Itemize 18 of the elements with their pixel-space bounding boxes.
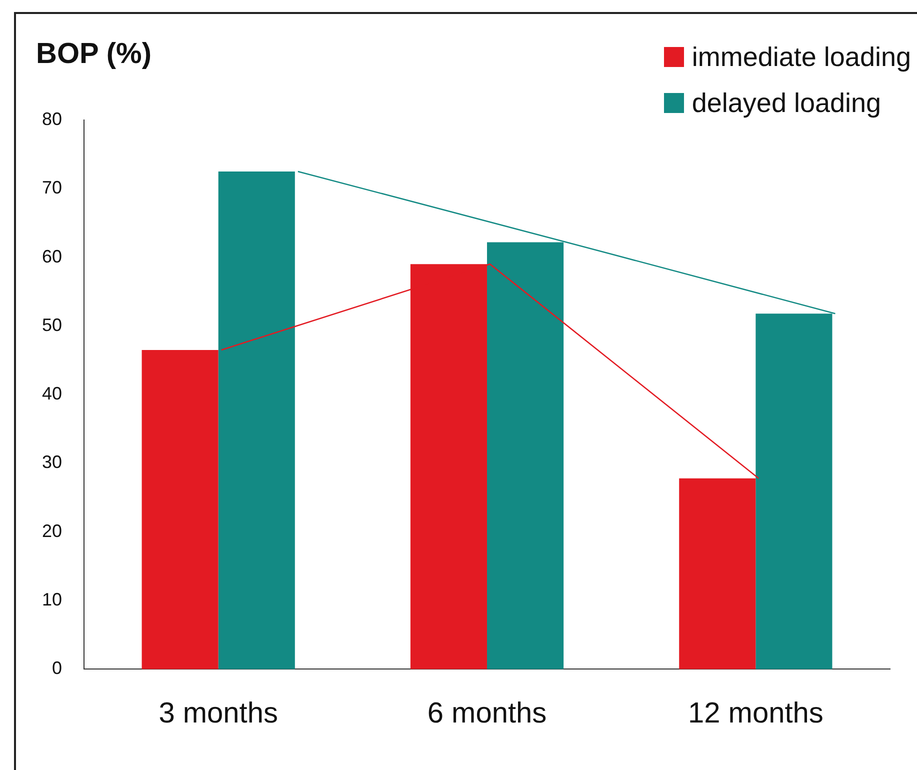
y-tick-label: 20 xyxy=(42,520,62,541)
bar xyxy=(142,350,218,670)
bar xyxy=(218,171,295,670)
x-tick-label: 12 months xyxy=(688,698,824,730)
bar xyxy=(679,478,756,670)
y-tick-label: 30 xyxy=(42,452,62,472)
x-tick-label: 6 months xyxy=(427,698,547,730)
y-axis-title: BOP (%) xyxy=(36,38,152,71)
y-tick-label: 50 xyxy=(42,314,62,335)
y-tick-label: 10 xyxy=(42,590,62,610)
y-tick-label: 70 xyxy=(42,178,62,198)
x-tick-label: 3 months xyxy=(158,698,278,730)
y-tick-label: 60 xyxy=(42,246,62,266)
y-tick-label: 40 xyxy=(42,384,62,404)
y-tick-label: 80 xyxy=(42,108,62,129)
legend-label: delayed loading xyxy=(692,88,882,118)
y-tick-label: 0 xyxy=(52,658,62,678)
legend-label: immediate loading xyxy=(692,42,911,72)
